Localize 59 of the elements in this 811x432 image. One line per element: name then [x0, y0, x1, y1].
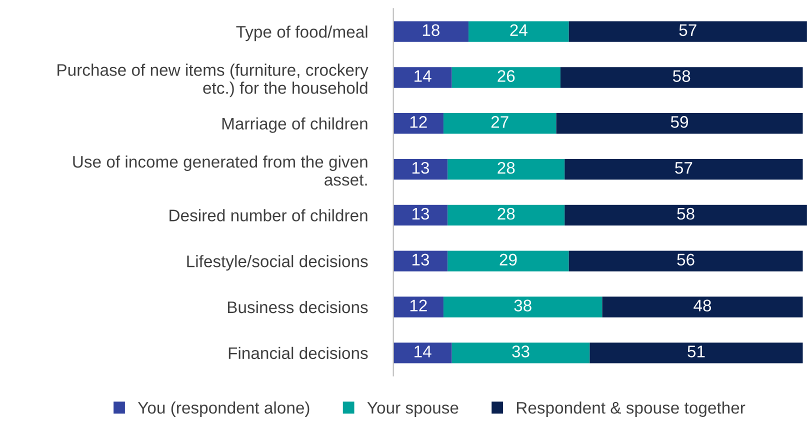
data-label: 12	[410, 116, 427, 128]
bar	[393, 296, 444, 318]
data-label: 14	[414, 346, 432, 358]
data-label: 38	[514, 300, 532, 312]
bar	[564, 158, 803, 180]
bar	[468, 21, 569, 42]
bar	[448, 250, 569, 272]
data-label: 57	[675, 162, 692, 174]
y-tick-label: Use of income generated from the given asset.	[73, 155, 368, 186]
data-label: 58	[677, 208, 694, 220]
data-label: 59	[670, 116, 688, 128]
bar	[443, 113, 556, 134]
bar	[564, 204, 807, 226]
data-label: 13	[412, 162, 430, 174]
data-label: 33	[512, 346, 530, 358]
y-tick-label: Lifestyle/social decisions	[187, 255, 368, 271]
y-tick-label: Type of food/meal	[236, 26, 368, 42]
bar	[590, 342, 803, 364]
data-label: 27	[491, 116, 508, 128]
y-tick-label: Financial decisions	[228, 346, 368, 360]
bar	[393, 158, 448, 180]
y-tick-label: Purchase of new items (furniture, crockery etc.) for the household	[58, 64, 368, 98]
bar	[448, 158, 565, 180]
data-label: 56	[677, 254, 694, 266]
bar	[556, 113, 803, 134]
y-tick-label: Business decisions	[228, 300, 368, 314]
data-label: 57	[679, 24, 696, 36]
data-label: 13	[412, 208, 430, 220]
bar	[443, 296, 602, 318]
bar	[393, 113, 444, 134]
legend-label: Respondent & spouse together	[517, 401, 746, 417]
data-label: 12	[410, 300, 427, 312]
legend-label: You (respondent alone)	[138, 401, 310, 417]
bar	[568, 250, 803, 272]
bar	[393, 21, 469, 42]
data-label: 48	[694, 300, 712, 312]
legend-label: Your spouse	[367, 402, 458, 417]
data-label: 58	[673, 70, 690, 82]
bar	[393, 204, 448, 226]
bar	[448, 204, 565, 226]
data-label: 51	[688, 346, 705, 358]
bar	[452, 342, 590, 364]
data-label: 28	[498, 162, 515, 174]
data-label: 28	[498, 208, 515, 220]
data-label: 29	[500, 254, 517, 266]
bar	[452, 67, 560, 88]
y-tick-label: Desired number of children	[170, 209, 368, 222]
data-label: 13	[412, 254, 430, 266]
data-label: 18	[422, 24, 440, 36]
data-label: 24	[510, 24, 528, 36]
y-tick-label: Marriage of children	[222, 117, 368, 133]
bar	[568, 21, 807, 42]
data-label: 26	[498, 70, 515, 82]
bar	[393, 342, 452, 364]
bar	[602, 296, 803, 318]
data-label: 14	[414, 70, 432, 82]
bar	[393, 67, 452, 88]
bar	[393, 250, 448, 272]
bar	[560, 67, 803, 88]
